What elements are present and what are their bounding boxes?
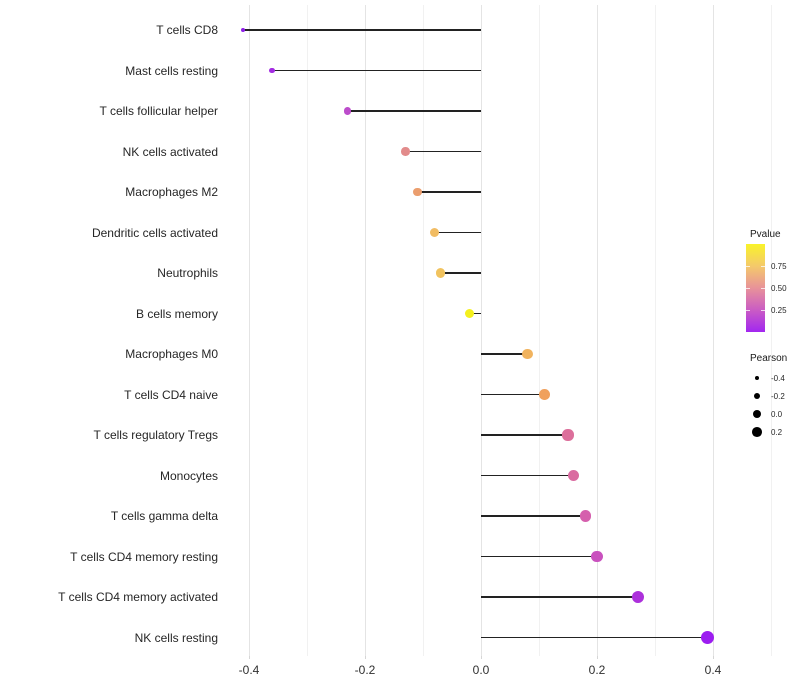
lollipop-stem: [481, 393, 545, 396]
pearson-size-dot: [752, 409, 762, 419]
row-label: Monocytes: [159, 468, 218, 483]
x-tick-label: -0.2: [354, 663, 376, 677]
colorbar-tick-label: 0.75: [771, 261, 787, 271]
colorbar-tick-label: 0.25: [771, 305, 787, 315]
lollipop-stem: [469, 312, 481, 315]
x-axis-tick: [364, 656, 366, 659]
gridline-minor: [654, 5, 656, 656]
lollipop-stem: [434, 231, 481, 234]
gridline-major: [364, 5, 366, 656]
lollipop-dot: [430, 227, 440, 237]
lollipop-stem: [417, 191, 481, 193]
lollipop-stem: [243, 29, 481, 31]
gridline-minor: [538, 5, 540, 656]
lollipop-stem: [481, 636, 708, 639]
lollipop-stem: [347, 110, 481, 112]
pearson-size-label: -0.4: [771, 373, 785, 383]
x-axis-tick: [712, 656, 714, 659]
colorbar-tick: [761, 265, 765, 267]
lollipop-stem: [440, 272, 481, 274]
row-label: Dendritic cells activated: [91, 225, 218, 240]
lollipop-stem: [481, 434, 568, 436]
gridline-minor: [422, 5, 424, 656]
row-label: T cells follicular helper: [99, 104, 219, 118]
pearson-size-dot: [755, 376, 759, 380]
row-label: B cells memory: [135, 306, 218, 321]
row-label: T cells CD4 naive: [124, 387, 218, 402]
row-label: Macrophages M2: [125, 185, 218, 199]
lollipop-dot: [700, 631, 714, 644]
lollipop-dot: [464, 308, 475, 319]
pearson-size-dot: [752, 427, 762, 437]
gridline-major: [712, 5, 714, 656]
x-axis-tick: [248, 656, 250, 659]
colorbar-tick-label: 0.50: [771, 283, 787, 293]
row-label: T cells gamma delta: [110, 509, 218, 523]
lollipop-dot: [591, 550, 603, 563]
lollipop-dot: [631, 590, 644, 604]
lollipop-dot: [522, 348, 533, 360]
colorbar-tick: [746, 287, 750, 289]
lollipop-dot: [568, 469, 580, 482]
pearson-legend-title: Pearson: [750, 353, 788, 364]
colorbar-tick: [761, 287, 765, 289]
row-label: T cells CD8: [156, 23, 218, 37]
pvalue-legend-title: Pvalue: [750, 229, 781, 240]
row-label: NK cells resting: [134, 630, 218, 645]
x-axis-tick: [596, 656, 598, 659]
lollipop-dot: [240, 27, 246, 33]
gridline-major: [248, 5, 250, 656]
gridline-major: [480, 5, 482, 656]
lollipop-stem: [481, 515, 586, 517]
colorbar-tick: [746, 309, 750, 311]
lollipop-stem: [481, 596, 638, 598]
pearson-size-dot: [753, 392, 761, 400]
row-label: Macrophages M0: [125, 347, 218, 361]
lollipop-dot: [562, 429, 574, 441]
lollipop-dot: [412, 187, 422, 197]
row-label: T cells CD4 memory activated: [58, 590, 218, 604]
x-tick-label: 0.2: [588, 663, 606, 677]
lollipop-stem: [481, 555, 597, 558]
row-label: NK cells activated: [122, 144, 218, 159]
gridline-minor: [770, 5, 772, 656]
lollipop-stem: [481, 353, 528, 355]
pvalue-colorbar: [746, 244, 765, 332]
x-axis-tick: [480, 656, 482, 659]
colorbar-tick: [761, 309, 765, 311]
row-label: Mast cells resting: [125, 63, 218, 78]
lollipop-stem: [405, 150, 481, 153]
lollipop-dot: [401, 147, 410, 156]
row-label: T cells CD4 memory resting: [70, 549, 218, 564]
lollipop-dot: [539, 389, 551, 400]
row-label: T cells regulatory Tregs: [93, 428, 219, 442]
lollipop-stem: [481, 474, 574, 477]
lollipop-dot: [579, 510, 592, 522]
pearson-size-label: -0.2: [771, 391, 785, 401]
x-tick-label: 0.0: [472, 663, 490, 677]
x-tick-label: -0.4: [238, 663, 260, 677]
lollipop-dot: [269, 67, 275, 74]
row-label: Neutrophils: [157, 266, 218, 280]
pearson-size-label: 0.2: [771, 427, 783, 437]
colorbar-tick: [746, 265, 750, 267]
gridline-major: [596, 5, 598, 656]
x-tick-label: 0.4: [704, 663, 722, 677]
lollipop-stem: [272, 69, 481, 72]
lollipop-dot: [343, 107, 352, 115]
gridline-minor: [306, 5, 308, 656]
pearson-size-label: 0.0: [771, 409, 783, 419]
lollipop-dot: [435, 268, 445, 278]
